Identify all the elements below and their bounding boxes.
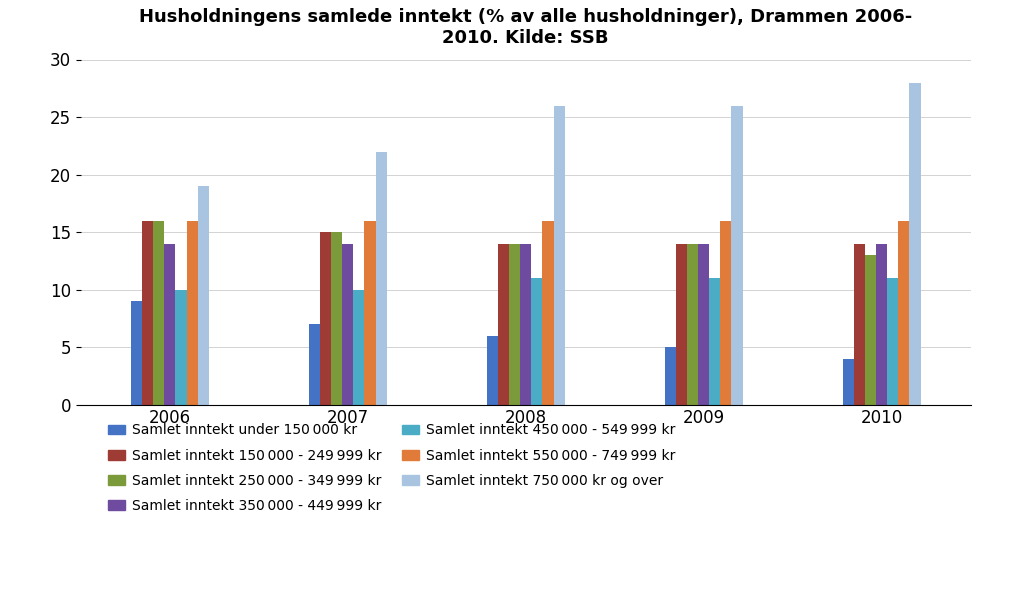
Bar [176,290,186,405]
Bar [497,243,509,405]
Bar [898,221,910,405]
Bar [509,243,520,405]
Bar [142,221,154,405]
Bar [731,105,742,405]
Bar [319,232,331,405]
Bar [687,243,698,405]
Bar [520,243,532,405]
Bar [198,186,209,405]
Bar [543,221,554,405]
Bar [532,278,543,405]
Bar [487,336,497,405]
Bar [865,255,877,405]
Bar [843,359,853,405]
Bar [699,243,710,405]
Bar [710,278,720,405]
Bar [887,278,898,405]
Bar [331,232,342,405]
Bar [665,347,675,405]
Legend: Samlet inntekt under 150 000 kr, Samlet inntekt 150 000 - 249 999 kr, Samlet inn: Samlet inntekt under 150 000 kr, Samlet … [108,424,675,513]
Bar [354,290,364,405]
Bar [364,221,376,405]
Bar [910,83,921,405]
Bar [186,221,198,405]
Bar [853,243,865,405]
Bar [376,152,386,405]
Bar [164,243,176,405]
Bar [554,105,564,405]
Bar [309,324,319,405]
Bar [876,243,888,405]
Title: Husholdningens samlede inntekt (% av alle husholdninger), Drammen 2006-
2010. Ki: Husholdningens samlede inntekt (% av all… [140,8,912,47]
Bar [675,243,687,405]
Bar [154,221,164,405]
Bar [131,301,142,405]
Bar [720,221,732,405]
Bar [342,243,354,405]
